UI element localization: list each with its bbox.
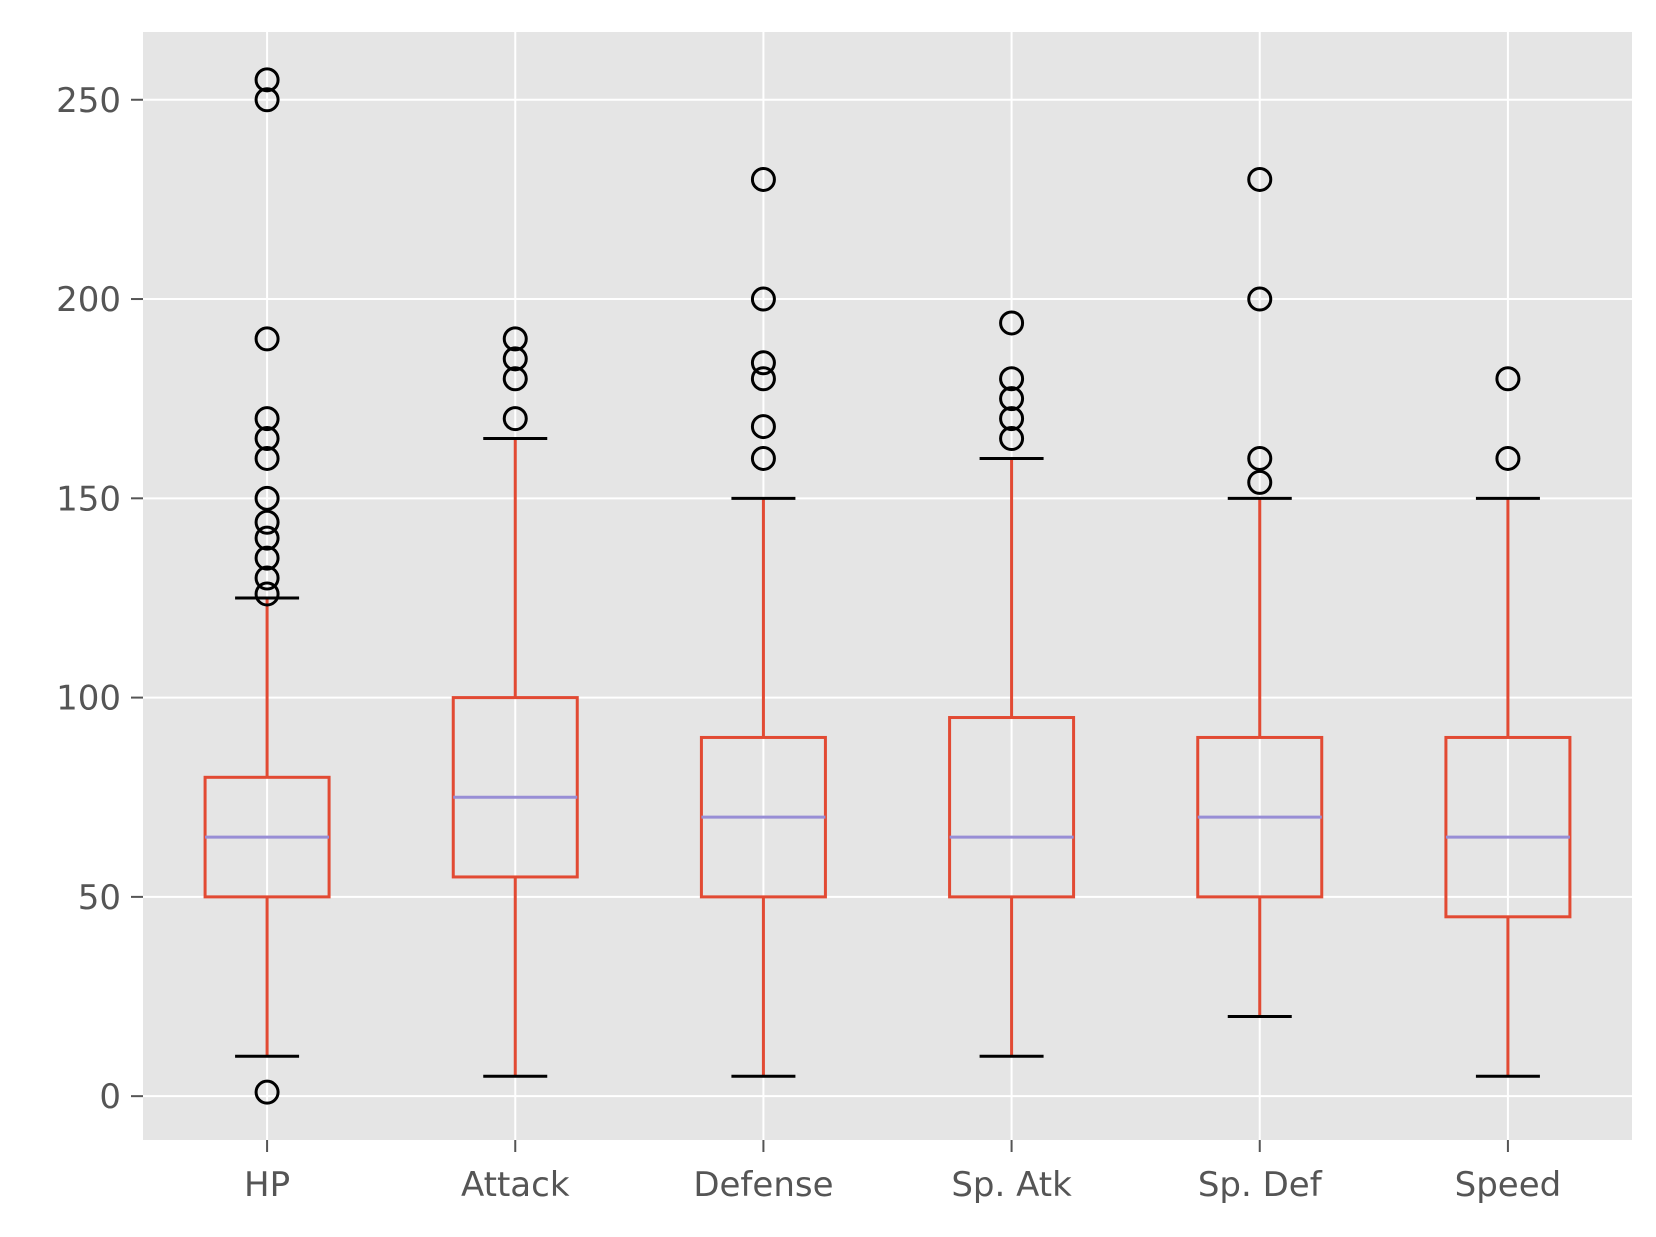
outlier-point [999,386,1025,412]
outlier-point [254,67,280,93]
y-tick-label: 100 [56,679,121,719]
outlier-point [502,346,528,372]
box-sp-atk [948,310,1076,1058]
boxes [203,67,1572,1105]
outlier-point [750,166,776,192]
outlier-point [254,1079,280,1105]
outlier-point [254,525,280,551]
outlier-point [254,406,280,432]
outlier-point [502,366,528,392]
x-tick-label: Defense [693,1165,833,1205]
box-speed [1444,366,1572,1078]
outlier-point [999,426,1025,452]
iqr-box [451,696,579,879]
outlier-point [254,485,280,511]
y-tick-label: 150 [56,479,121,519]
outlier-point [1495,445,1521,471]
y-axis: 0 50 100 150 200 250 [56,81,143,1117]
outlier-point [1247,166,1273,192]
outlier-point [750,366,776,392]
outlier-point [999,406,1025,432]
outlier-point [1247,445,1273,471]
y-tick-label: 250 [56,81,121,121]
outlier-point [502,406,528,432]
outlier-point [254,545,280,571]
x-axis: HP Attack Defense Sp. Atk Sp. Def Speed [244,1140,1561,1205]
outlier-point [254,426,280,452]
outlier-point [254,87,280,113]
outlier-point [750,350,776,376]
x-tick-label: Attack [461,1165,570,1205]
y-tick-label: 200 [56,280,121,320]
outlier-point [254,445,280,471]
outlier-point [1495,366,1521,392]
outlier-point [254,509,280,535]
x-tick-label: HP [244,1165,290,1205]
box-sp-def [1196,166,1324,1018]
y-tick-label: 0 [99,1077,121,1117]
x-tick-label: Sp. Atk [951,1165,1072,1205]
x-tick-label: Sp. Def [1198,1165,1323,1205]
outlier-point [1247,286,1273,312]
iqr-box [948,716,1076,899]
outlier-point [999,366,1025,392]
outlier-point [999,310,1025,336]
box-hp [203,67,331,1105]
outlier-point [502,326,528,352]
outlier-point [750,414,776,440]
outlier-point [254,326,280,352]
plot-background [143,32,1632,1140]
outlier-point [254,581,280,607]
box-defense [699,166,827,1078]
outlier-point [254,565,280,591]
outlier-point [750,445,776,471]
outlier-point [1247,469,1273,495]
y-tick-label: 50 [78,878,121,918]
box-attack [451,326,579,1078]
x-tick-label: Speed [1455,1165,1562,1205]
outlier-point [750,286,776,312]
iqr-box [1444,735,1572,919]
